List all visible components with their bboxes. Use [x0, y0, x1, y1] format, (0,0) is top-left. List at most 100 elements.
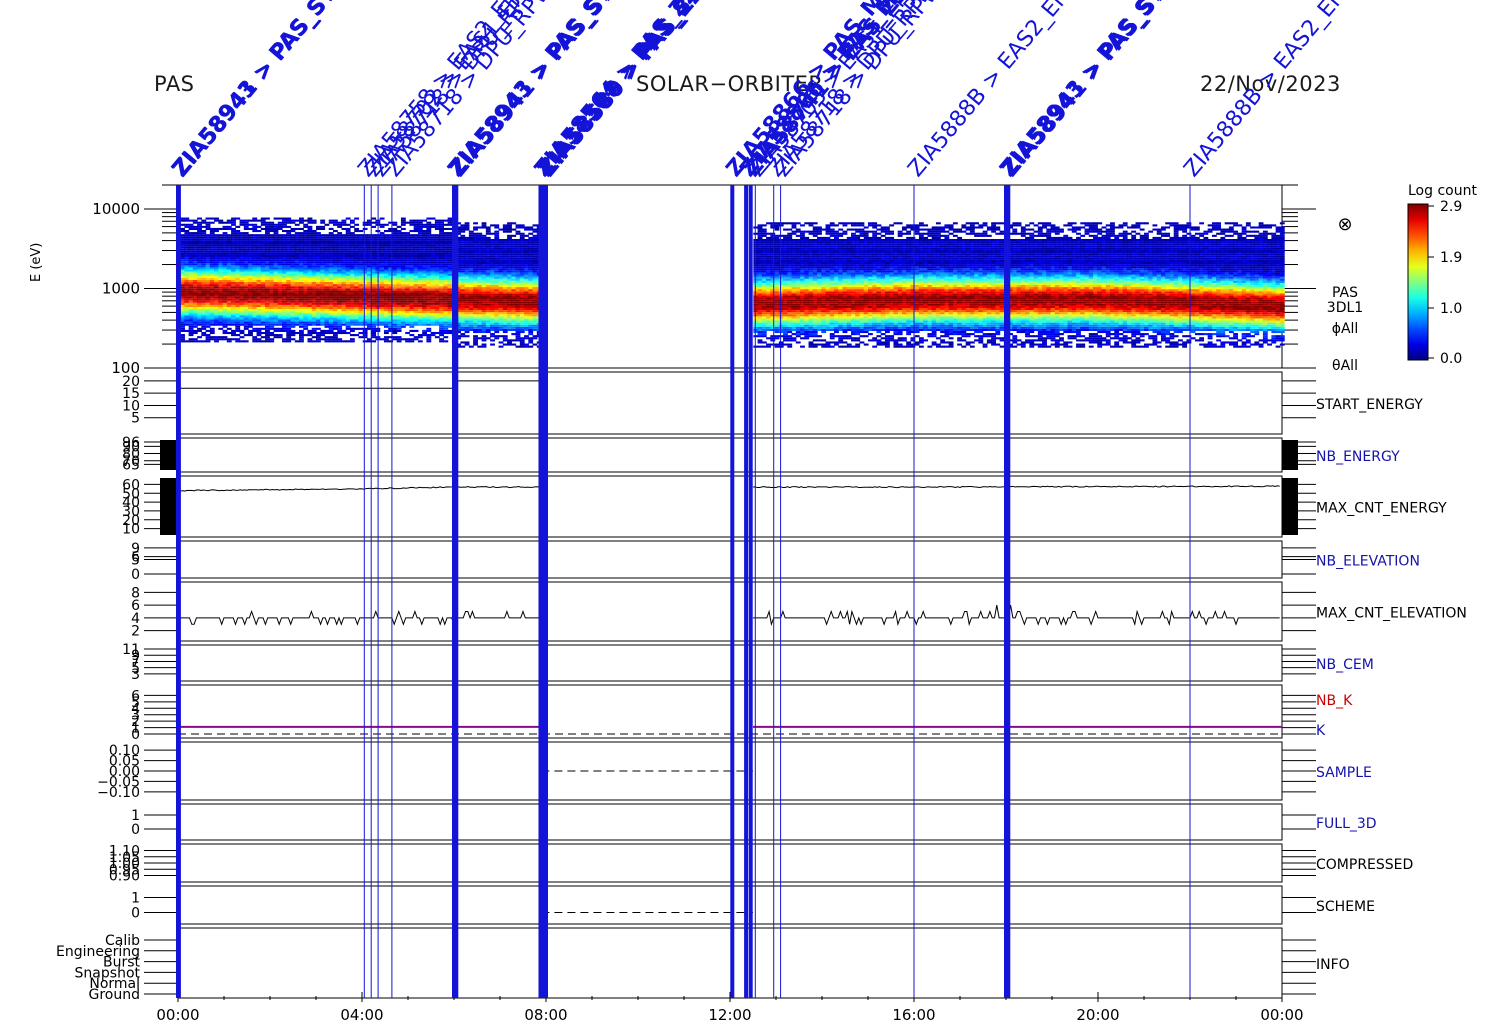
spectrogram-cell: [388, 265, 394, 268]
spectrogram-cell: [243, 340, 249, 343]
spectrogram-cell: [222, 325, 228, 328]
spectrogram-cell: [218, 282, 224, 285]
spectrogram-cell: [422, 304, 427, 307]
spectrogram-cell: [519, 241, 525, 244]
spectrogram-cell: [205, 288, 211, 291]
spectrogram-cell: [324, 223, 330, 226]
spectrogram-cell: [214, 240, 219, 243]
spectrogram-cell: [222, 252, 228, 255]
spectrogram-cell: [328, 292, 334, 295]
spectrogram-cell: [511, 301, 517, 304]
spectrogram-cell: [434, 225, 440, 228]
spectrogram-cell: [426, 309, 432, 312]
spectrogram-cell: [494, 330, 500, 334]
spectrogram-cell: [286, 338, 292, 341]
spectrogram-cell: [248, 323, 253, 326]
spectrogram-cell: [426, 288, 432, 291]
spectrogram-cell: [528, 322, 534, 325]
spectrogram-cell: [180, 219, 185, 222]
spectrogram-cell: [392, 271, 398, 274]
spectrogram-cell: [222, 282, 228, 285]
spectrogram-cell: [417, 248, 423, 251]
spectrogram-cell: [243, 277, 249, 280]
spectrogram-cell: [413, 273, 419, 276]
spectrogram-cell: [490, 287, 495, 290]
spectrogram-cell: [286, 334, 292, 337]
spectrogram-cell: [371, 257, 377, 260]
spectrogram-cell: [358, 304, 364, 307]
spectrogram-cell: [422, 306, 427, 310]
spectrogram-cell: [337, 252, 343, 255]
spectrogram-cell: [519, 318, 525, 321]
spectrogram-cell: [226, 315, 232, 318]
spectrogram-cell: [307, 288, 313, 291]
spectrogram-cell: [766, 247, 771, 250]
spectrogram-cell: [341, 296, 347, 299]
spectrogram-cell: [303, 223, 309, 226]
spectrogram-cell: [316, 298, 321, 301]
spectrogram-cell: [269, 244, 275, 247]
spectrogram-cell: [392, 223, 398, 226]
spectrogram-cell: [290, 277, 296, 280]
spectrogram-cell: [447, 221, 453, 224]
spectrogram-cell: [507, 249, 512, 252]
spectrogram-cell: [320, 296, 326, 299]
spectrogram-cell: [214, 302, 219, 305]
spectrogram-cell: [498, 303, 504, 306]
spectrogram-cell: [180, 296, 185, 299]
spectrogram-cell: [243, 334, 249, 337]
spectrogram-cell: [366, 219, 372, 222]
spectrogram-cell: [209, 286, 215, 289]
spectrogram-cell: [464, 253, 470, 256]
spectrogram-cell: [192, 261, 198, 264]
spectrogram-cell: [235, 334, 241, 337]
spectrogram-cell: [468, 282, 474, 285]
spectrogram-cell: [383, 331, 389, 335]
spectrogram-cell: [243, 302, 249, 305]
spectrogram-cell: [243, 244, 249, 247]
spectrogram-cell: [214, 304, 219, 307]
spectrogram-cell: [269, 234, 275, 237]
spectrogram-cell: [430, 242, 436, 245]
spectrogram-cell: [447, 321, 453, 324]
spectrogram-cell: [269, 302, 275, 305]
spectrogram-cell: [392, 325, 398, 328]
spectrogram-cell: [243, 315, 249, 318]
spectrogram-cell: [286, 302, 292, 305]
spectrogram-cell: [328, 265, 334, 268]
spectrogram-cell: [328, 304, 334, 307]
spectrogram-cell: [443, 306, 449, 310]
spectrogram-cell: [519, 305, 525, 308]
spectrogram-cell: [307, 300, 313, 303]
spectrogram-cell: [456, 287, 461, 290]
spectrogram-cell: [362, 282, 368, 285]
spectrogram-cell: [294, 290, 300, 293]
spectrogram-cell: [473, 270, 478, 273]
spectrogram-cell: [366, 269, 372, 272]
spectrogram-cell: [197, 300, 202, 303]
spectrogram-cell: [770, 305, 776, 308]
spectrogram-cell: [269, 225, 275, 228]
spectrogram-cell: [226, 275, 232, 278]
spectrogram-cell: [311, 232, 317, 235]
spectrogram-cell: [485, 301, 491, 304]
spectrogram-cell: [383, 261, 389, 264]
spectrogram-cell: [341, 290, 347, 293]
spectrogram-cell: [214, 242, 219, 245]
spectrogram-cell: [766, 287, 771, 290]
spectrogram-cell: [290, 296, 296, 299]
spectrogram-cell: [405, 302, 411, 305]
spectrogram-cell: [231, 257, 236, 260]
spectrogram-cell: [265, 309, 270, 312]
spectrogram-cell: [362, 238, 368, 241]
spectrogram-cell: [519, 343, 525, 346]
spectrogram-cell: [392, 252, 398, 255]
spectrogram-cell: [379, 223, 385, 226]
spectrogram-cell: [294, 259, 300, 262]
spectrogram-cell: [188, 273, 194, 276]
spectrogram-cell: [282, 271, 287, 274]
spectrogram-cell: [332, 254, 338, 258]
spectrogram-cell: [256, 306, 262, 310]
spectrogram-cell: [494, 238, 500, 242]
spectrogram-cell: [307, 315, 313, 318]
